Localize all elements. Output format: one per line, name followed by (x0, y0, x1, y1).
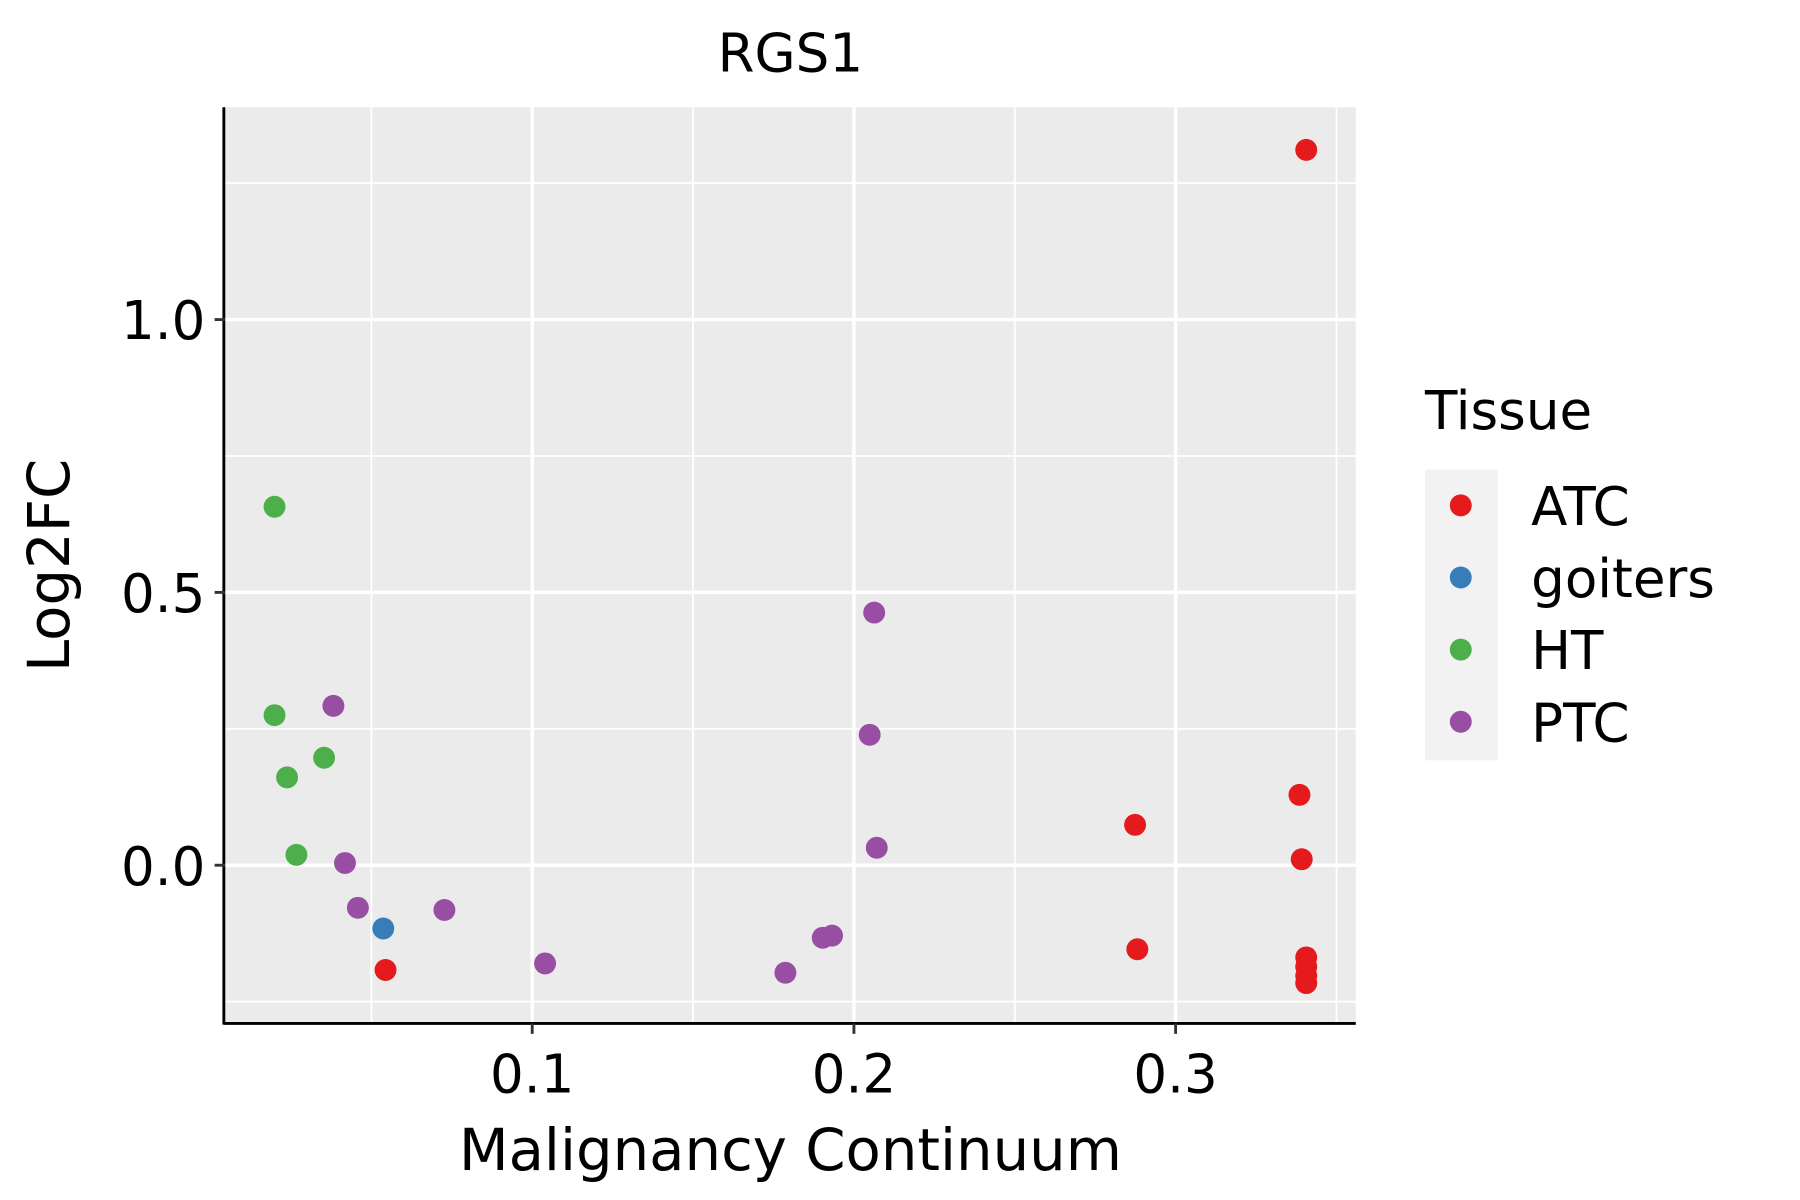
point-atc (374, 959, 397, 981)
point-atc (1295, 138, 1318, 161)
point-atc (1124, 813, 1147, 836)
point-ht (285, 843, 308, 866)
point-ht (263, 495, 286, 518)
point-ht (313, 746, 336, 769)
legend: Tissue ATC goiters HT PTC (1424, 380, 1715, 761)
legend-label-atc: ATC (1531, 476, 1630, 538)
legend-label-goiters: goiters (1531, 548, 1715, 610)
legend-key-goiters (1449, 566, 1472, 589)
y-axis-ticks: 0.0 0.5 1.0 (121, 290, 225, 898)
legend-key-ht (1449, 638, 1472, 661)
plot-panel (225, 107, 1356, 1024)
y-tick-label: 1.0 (121, 290, 205, 352)
point-ptc (865, 836, 888, 859)
point-atc (1126, 938, 1149, 961)
data-points (263, 138, 1318, 995)
y-tick-label: 0.0 (121, 836, 205, 898)
point-goiters (372, 917, 395, 940)
legend-label-ht: HT (1531, 620, 1604, 682)
point-atc (1290, 848, 1313, 871)
point-ptc (322, 694, 345, 717)
x-axis-label: Malignancy Continuum (459, 1116, 1122, 1184)
point-ht (276, 766, 299, 789)
x-tick-label: 0.1 (490, 1044, 574, 1106)
point-ptc (858, 723, 881, 746)
point-ht (263, 704, 286, 727)
x-tick-label: 0.2 (812, 1044, 896, 1106)
legend-key-atc (1449, 494, 1472, 517)
legend-label-ptc: PTC (1531, 692, 1629, 754)
point-atc (1288, 783, 1311, 806)
y-axis-label: Log2FC (15, 459, 83, 672)
x-axis-ticks: 0.1 0.2 0.3 (490, 1023, 1218, 1106)
point-ptc (863, 601, 886, 624)
point-atc (1295, 972, 1318, 995)
point-ptc (821, 924, 844, 947)
point-ptc (534, 952, 557, 975)
x-tick-label: 0.3 (1133, 1044, 1217, 1106)
chart-title: RGS1 (718, 23, 863, 85)
point-ptc (346, 896, 369, 919)
grid-lines (224, 107, 1356, 1024)
point-ptc (433, 899, 456, 921)
point-ptc (774, 961, 797, 984)
point-ptc (334, 852, 356, 875)
legend-title: Tissue (1424, 380, 1592, 442)
legend-key-ptc (1449, 710, 1472, 733)
y-tick-label: 0.5 (121, 563, 205, 625)
